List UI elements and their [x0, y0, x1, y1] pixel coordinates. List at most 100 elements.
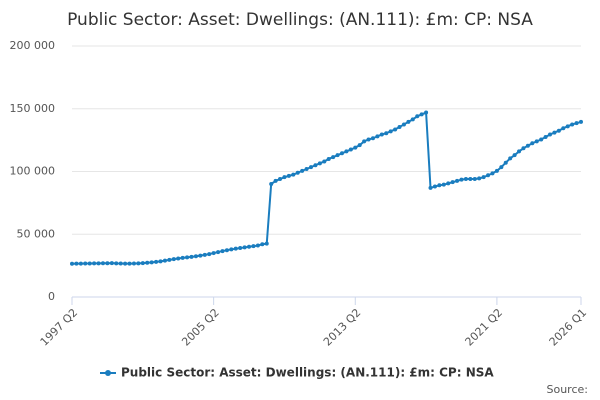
- point: [105, 261, 110, 266]
- point: [384, 131, 389, 136]
- point: [127, 261, 132, 266]
- point: [543, 134, 548, 139]
- point: [362, 139, 367, 144]
- point: [282, 175, 287, 180]
- point: [118, 261, 123, 266]
- point: [570, 122, 575, 127]
- point: [185, 255, 190, 260]
- point: [508, 156, 513, 161]
- point: [375, 134, 380, 139]
- point: [459, 177, 464, 182]
- point: [198, 253, 203, 258]
- point: [441, 182, 446, 187]
- point: [344, 149, 349, 154]
- point: [379, 132, 384, 137]
- point: [410, 117, 415, 122]
- point: [428, 185, 433, 190]
- point: [123, 261, 128, 266]
- point: [357, 143, 362, 148]
- point: [171, 257, 176, 262]
- point: [309, 165, 314, 170]
- chart-title: Public Sector: Asset: Dwellings: (AN.111…: [67, 10, 533, 30]
- point: [419, 112, 424, 117]
- point: [269, 182, 274, 187]
- point: [109, 261, 114, 266]
- point: [251, 244, 256, 249]
- point: [140, 261, 145, 266]
- point: [189, 254, 194, 259]
- x-tick-label: 1997 Q2: [38, 306, 81, 349]
- point: [530, 141, 535, 146]
- point: [397, 124, 402, 129]
- point: [96, 261, 101, 266]
- point: [260, 242, 265, 247]
- point: [548, 132, 553, 137]
- point: [83, 261, 88, 266]
- point: [87, 261, 92, 266]
- point: [322, 159, 327, 164]
- x-tick-label: 2013 Q2: [321, 306, 364, 349]
- y-tick-label: 200 000: [10, 39, 56, 52]
- point: [370, 136, 375, 141]
- point: [561, 126, 566, 131]
- x-tick-label: 2026 Q1: [547, 306, 590, 349]
- point: [92, 261, 97, 266]
- point: [525, 143, 530, 148]
- point: [114, 261, 119, 266]
- point: [335, 153, 340, 158]
- y-tick-label: 50 000: [17, 227, 56, 240]
- point: [100, 261, 105, 266]
- point: [450, 180, 455, 185]
- point: [154, 259, 159, 264]
- x-tick-label: 2021 Q2: [463, 306, 506, 349]
- y-tick-label: 150 000: [10, 102, 56, 115]
- point: [517, 149, 522, 154]
- point: [406, 119, 411, 124]
- point: [486, 173, 491, 178]
- point: [348, 147, 353, 152]
- line: [71, 111, 582, 265]
- point: [503, 160, 508, 165]
- point: [393, 127, 398, 132]
- legend-marker: [105, 370, 111, 376]
- point: [353, 145, 358, 150]
- point: [579, 119, 583, 124]
- point: [401, 122, 406, 127]
- point: [247, 244, 252, 249]
- point: [278, 177, 283, 182]
- point: [552, 130, 557, 135]
- point: [534, 139, 539, 144]
- point: [273, 178, 278, 183]
- point: [70, 261, 74, 266]
- y-tick-label: 0: [48, 290, 55, 303]
- point: [193, 254, 198, 259]
- point: [242, 245, 247, 250]
- point: [291, 172, 296, 177]
- point: [149, 260, 154, 265]
- point: [180, 255, 185, 260]
- point: [238, 246, 243, 251]
- source-label: Source:: [547, 383, 589, 396]
- point: [477, 176, 482, 181]
- point: [176, 256, 181, 261]
- point: [211, 251, 216, 256]
- y-tick-label: 100 000: [10, 165, 56, 178]
- point: [74, 261, 79, 266]
- point: [472, 177, 477, 182]
- point: [207, 252, 212, 257]
- point: [300, 168, 305, 173]
- point: [317, 161, 322, 166]
- point: [463, 177, 468, 182]
- point: [286, 173, 291, 178]
- point: [145, 260, 150, 265]
- point: [162, 258, 167, 263]
- point: [521, 146, 526, 151]
- point: [295, 170, 300, 175]
- point: [131, 261, 136, 266]
- point: [216, 250, 221, 255]
- point: [565, 124, 570, 129]
- point: [136, 261, 141, 266]
- point: [556, 128, 561, 133]
